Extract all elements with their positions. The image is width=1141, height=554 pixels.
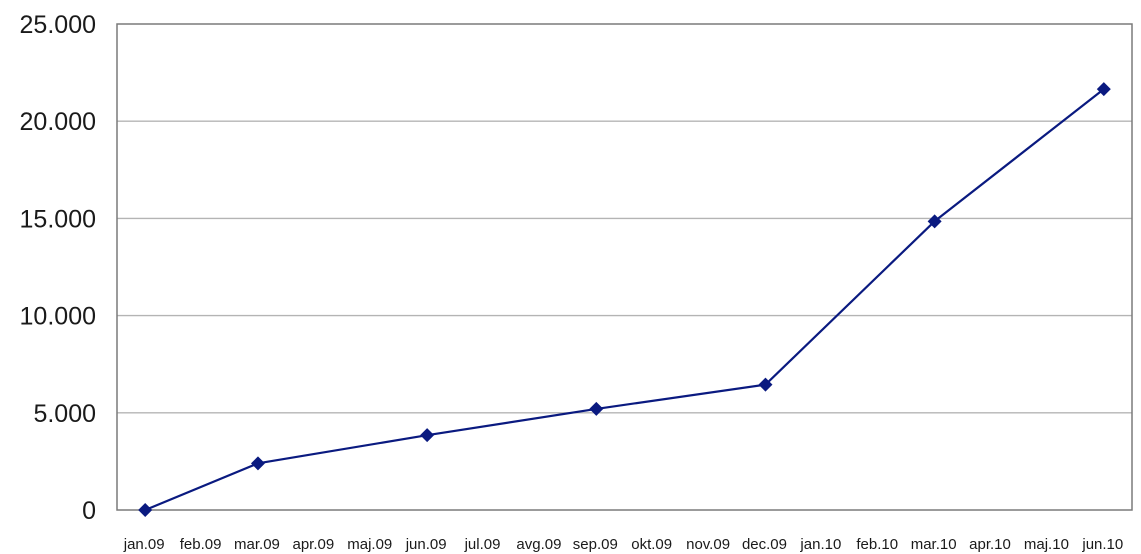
data-point-marker — [589, 401, 604, 416]
x-tick-label: feb.10 — [856, 536, 898, 553]
x-tick-label: mar.10 — [911, 536, 957, 553]
y-tick-label: 10.000 — [20, 303, 96, 331]
x-tick-label: sep.09 — [573, 536, 618, 553]
x-axis: jan.09 feb.09 mar.09 apr.09 maj.09 jun.09 jul.… — [123, 536, 1123, 553]
y-tick-label: 0 — [82, 497, 96, 525]
x-tick-label: jan.09 — [123, 536, 165, 553]
plot-frame — [116, 23, 1133, 511]
x-tick-label: maj.10 — [1024, 536, 1069, 553]
x-tick-label: jan.10 — [799, 536, 841, 553]
x-tick-label: feb.09 — [180, 536, 222, 553]
x-tick-label: dec.09 — [742, 536, 787, 553]
x-tick-label: apr.09 — [293, 536, 335, 553]
data-point-marker — [927, 214, 942, 229]
x-tick-label: maj.09 — [347, 536, 392, 553]
y-tick-label: 20.000 — [20, 108, 96, 136]
x-tick-label: mar.09 — [234, 536, 280, 553]
x-tick-label: avg.09 — [516, 536, 561, 553]
data-point-marker — [1096, 82, 1111, 97]
x-tick-label: okt.09 — [631, 536, 672, 553]
x-tick-label: jun.10 — [1081, 536, 1123, 553]
data-point-marker — [420, 428, 435, 443]
x-tick-label: apr.10 — [969, 536, 1011, 553]
series-layer — [138, 82, 1111, 517]
data-point-marker — [758, 377, 773, 392]
series-line — [144, 88, 1105, 512]
y-tick-label: 25.000 — [20, 11, 96, 39]
y-tick-label: 5.000 — [33, 400, 96, 428]
x-tick-label: nov.09 — [686, 536, 730, 553]
x-tick-label: jul.09 — [464, 536, 501, 553]
gridlines — [117, 120, 1132, 414]
data-point-marker — [250, 456, 265, 471]
data-point-marker — [138, 503, 153, 517]
y-tick-label: 15.000 — [20, 205, 96, 233]
y-axis: 0 5.000 10.000 15.000 20.000 25.000 — [20, 11, 96, 525]
x-tick-label: jun.09 — [405, 536, 447, 553]
